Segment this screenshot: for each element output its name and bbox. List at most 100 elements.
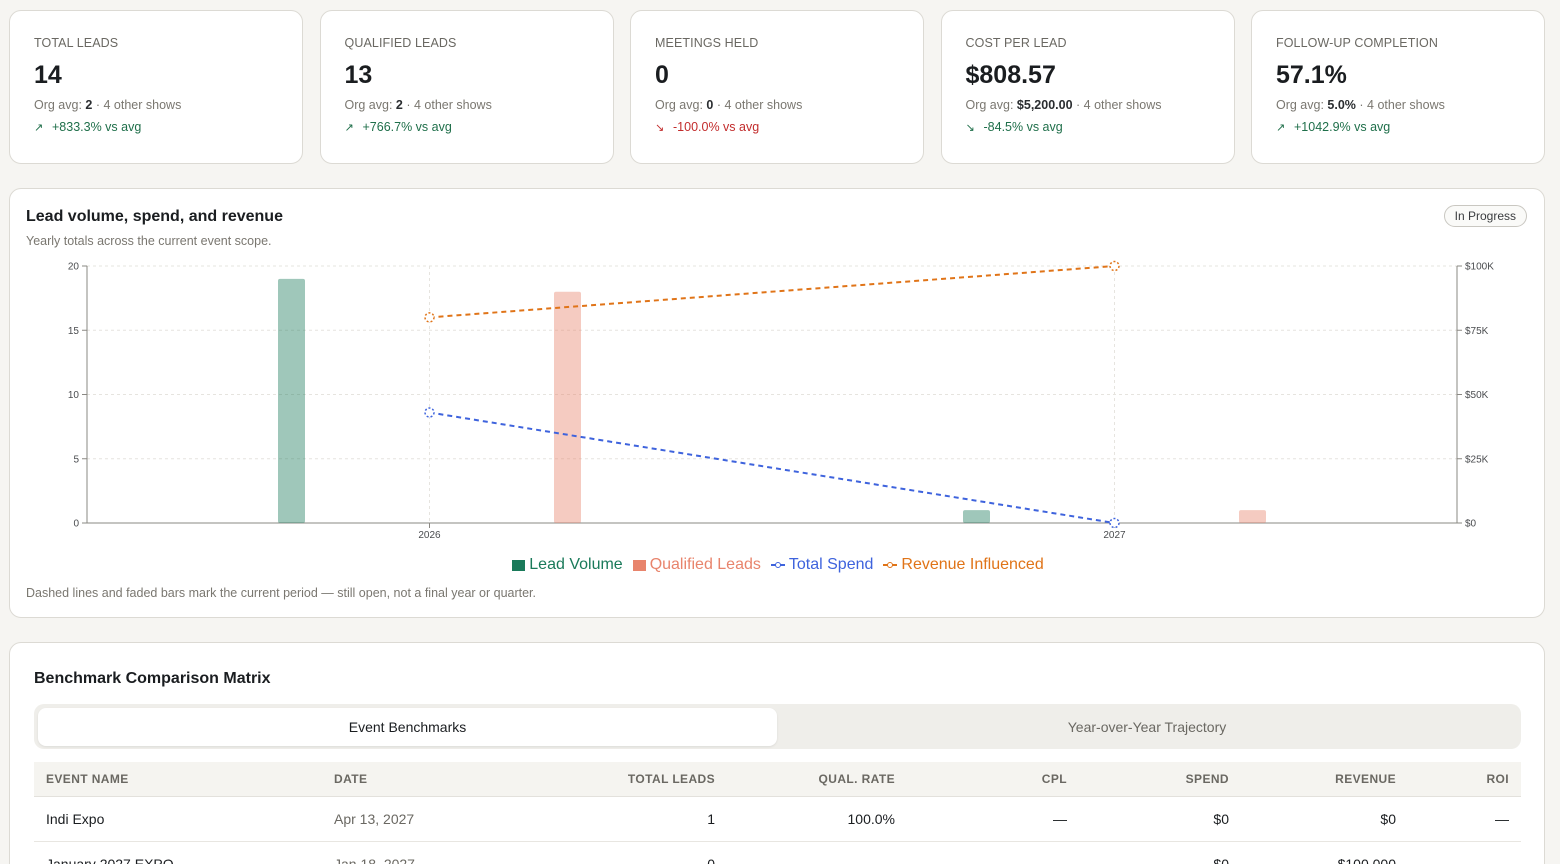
kpi-label: MEETINGS HELD: [655, 36, 759, 50]
col-revenue[interactable]: REVENUE: [1241, 762, 1408, 797]
y-tick-label-right: $100K: [1465, 262, 1494, 273]
table-cell: $0: [1079, 841, 1241, 864]
table-cell: 1: [472, 796, 727, 842]
col-date[interactable]: DATE: [322, 762, 472, 797]
table-cell: 100.0%: [727, 796, 907, 842]
table-row[interactable]: Indi Expo Apr 13, 2027 1 100.0% — $0 $0—: [34, 796, 1521, 842]
y-tick-label-right: $75K: [1465, 326, 1489, 337]
tab-event-benchmarks[interactable]: Event Benchmarks: [38, 708, 777, 746]
org-avg-value: $5,200.00: [1016, 98, 1073, 112]
legend-line-marker: [883, 561, 898, 569]
table-header-row: EVENT NAME DATE TOTAL LEADS QUAL. RATE C…: [34, 762, 1521, 797]
arrow-up-right-icon: ↗: [1276, 121, 1286, 134]
chart-card: 0 5 10 15 20 $0 $25K $50K $75K $100K 2026 2027 Lead…: [9, 188, 1545, 618]
col-total-leads[interactable]: TOTAL LEADS: [472, 762, 727, 797]
kpi-delta-text: +766.7% vs avg: [362, 120, 452, 134]
y-tick-label-left: 15: [68, 326, 80, 337]
table-cell: —: [727, 841, 907, 864]
lead-spend-revenue-chart: 0 5 10 15 20 $0 $25K $50K $75K $100K 2026 2027: [68, 260, 1494, 541]
table-row[interactable]: January 2027 EXPO Jan 18, 2027 0— — $0 $100,0…: [34, 841, 1521, 864]
org-avg-value: 2: [395, 98, 403, 112]
y-tick-label-right: $0: [1465, 519, 1477, 530]
kpi-card-qualified-leads: QUALIFIED LEADS 13 Org avg: 2 · 4 other sh…: [319, 10, 614, 164]
kpi-value: 0: [655, 61, 669, 89]
tab-bar: Event Benchmarks Year-over-Year Trajecto…: [34, 704, 1521, 749]
org-avg-value: 2: [85, 98, 93, 112]
org-avg-prefix: Org avg:: [965, 98, 1014, 112]
tab-year-over-year-trajectory[interactable]: Year-over-Year Trajectory: [1067, 719, 1227, 735]
chart-bar: [278, 278, 305, 523]
col-event-name[interactable]: EVENT NAME: [34, 762, 322, 797]
benchmark-table: EVENT NAME DATE TOTAL LEADS QUAL. RATE C…: [34, 762, 1521, 864]
kpi-delta-text: -84.5% vs avg: [983, 120, 1063, 134]
kpi-delta-text: -100.0% vs avg: [673, 120, 760, 134]
kpi-org-avg: Org avg: 0 · 4 other shows: [655, 98, 899, 112]
y-tick-label-left: 5: [73, 454, 79, 465]
kpi-delta: ↗ +766.7% vs avg: [345, 120, 589, 134]
chart-point: [424, 407, 435, 418]
org-avg-prefix: Org avg:: [655, 98, 703, 112]
org-avg-value: 0: [706, 98, 714, 112]
org-avg-suffix: · 4 other shows: [1076, 98, 1162, 112]
col-spend[interactable]: SPEND: [1079, 762, 1241, 797]
y-tick-label-right: $25K: [1465, 454, 1489, 465]
arrow-up-right-icon: ↗: [34, 121, 44, 134]
chart-title: Lead volume, spend, and revenue: [26, 208, 283, 225]
y-tick-label-left: 10: [68, 390, 80, 401]
legend-label: Lead Volume: [529, 556, 623, 573]
legend-line-marker: [770, 561, 785, 569]
kpi-label: FOLLOW-UP COMPLETION: [1276, 36, 1438, 50]
kpi-card-cost-per-lead: COST PER LEAD $808.57 Org avg: $5,200.00 ·…: [940, 10, 1235, 164]
chart-series-line: [429, 411, 1115, 524]
kpi-card-meetings-held: MEETINGS HELD 0 Org avg: 0 · 4 other shows…: [630, 10, 924, 164]
legend-item[interactable]: Lead Volume: [512, 556, 623, 574]
chart-bar: [554, 291, 581, 523]
legend-label: Total Spend: [788, 556, 874, 573]
chart-footnote: Dashed lines and faded bars mark the cur…: [26, 586, 537, 600]
kpi-org-avg: Org avg: 5.0% · 4 other shows: [1276, 98, 1520, 112]
org-avg-prefix: Org avg:: [1276, 98, 1324, 112]
chart-point: [1109, 517, 1120, 529]
legend-item[interactable]: Total Spend: [770, 556, 874, 574]
kpi-org-avg: Org avg: 2 · 4 other shows: [34, 98, 278, 112]
table-cell: —: [1408, 841, 1521, 864]
legend-label: Qualified Leads: [649, 556, 761, 573]
table-cell: January 2027 EXPO: [34, 841, 322, 864]
chart-series-line: [429, 265, 1115, 319]
matrix-title: Benchmark Comparison Matrix: [34, 670, 271, 687]
legend-item[interactable]: Revenue Influenced: [883, 556, 1044, 574]
col-cpl[interactable]: CPL: [907, 762, 1079, 797]
kpi-label: COST PER LEAD: [965, 36, 1067, 50]
table-cell: $0: [1079, 796, 1241, 842]
org-avg-suffix: · 4 other shows: [406, 98, 492, 112]
legend-swatch: [512, 559, 526, 571]
table-cell: 0: [472, 841, 727, 864]
kpi-org-avg: Org avg: $5,200.00 · 4 other shows: [966, 98, 1210, 112]
org-avg-suffix: · 4 other shows: [95, 98, 182, 112]
kpi-value: 13: [344, 61, 373, 89]
kpi-org-avg: Org avg: 2 · 4 other shows: [345, 98, 589, 112]
legend-label: Revenue Influenced: [901, 556, 1044, 573]
kpi-delta: ↗ +833.3% vs avg: [34, 120, 278, 134]
kpi-delta: ↘ -100.0% vs avg: [655, 120, 899, 134]
chart-bar: [1239, 510, 1266, 523]
x-tick-label: 2027: [1103, 530, 1126, 541]
chart-point: [424, 312, 435, 323]
table-cell: —: [907, 841, 1079, 864]
y-tick-label-left: 0: [73, 519, 79, 530]
kpi-value: $808.57: [965, 61, 1056, 89]
legend-item[interactable]: Qualified Leads: [632, 556, 761, 574]
kpi-card-follow-up-completion: FOLLOW-UP COMPLETION 57.1% Org avg: 5.0% ·…: [1251, 10, 1545, 164]
col-roi[interactable]: ROI: [1408, 762, 1521, 797]
arrow-down-right-icon: ↘: [655, 121, 665, 134]
chart-subtitle: Yearly totals across the current event s…: [26, 234, 272, 248]
org-avg-prefix: Org avg:: [344, 98, 393, 112]
kpi-label: QUALIFIED LEADS: [344, 36, 457, 50]
table-cell: $100,000: [1241, 841, 1408, 864]
benchmark-matrix-card: Benchmark Comparison Matrix Event Benchm…: [9, 642, 1545, 864]
table-cell: —: [907, 796, 1079, 842]
kpi-delta: ↗ +1042.9% vs avg: [1276, 120, 1520, 134]
org-avg-suffix: · 4 other shows: [716, 98, 803, 112]
arrow-down-right-icon: ↘: [965, 121, 975, 134]
col-qual-rate[interactable]: QUAL. RATE: [727, 762, 907, 797]
